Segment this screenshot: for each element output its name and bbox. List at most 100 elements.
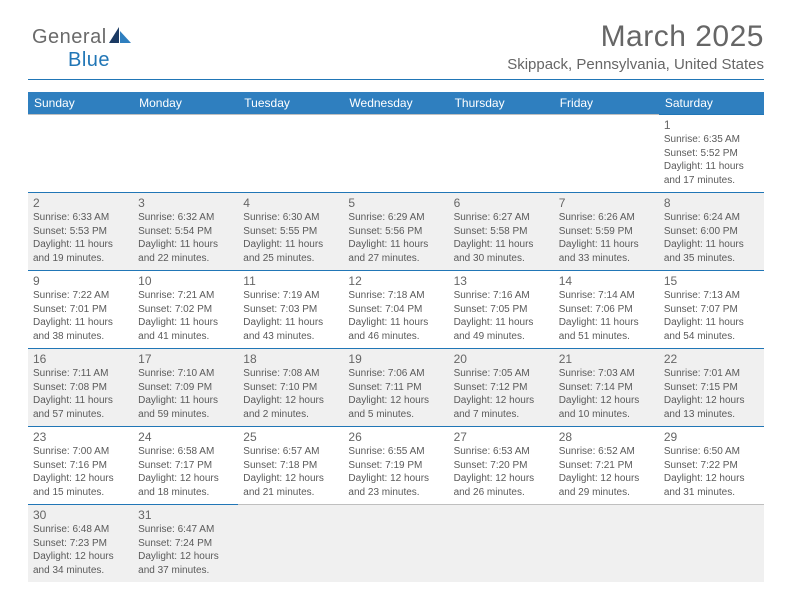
sunset-value: 5:53 PM	[70, 226, 107, 237]
sunset-line: Sunset: 6:00 PM	[664, 225, 759, 239]
column-header: Friday	[554, 92, 659, 115]
daylight-line: Daylight: 11 hours and 59 minutes.	[138, 394, 233, 421]
daylight-label: Daylight:	[138, 395, 177, 406]
sunset-line: Sunset: 7:22 PM	[664, 459, 759, 473]
sunrise-value: 7:05 AM	[493, 368, 530, 379]
sunset-line: Sunset: 5:53 PM	[33, 225, 128, 239]
sunrise-label: Sunrise:	[138, 290, 175, 301]
day-number: 31	[138, 508, 233, 522]
sunset-line: Sunset: 7:20 PM	[454, 459, 549, 473]
day-number: 28	[559, 430, 654, 444]
sunrise-line: Sunrise: 7:22 AM	[33, 289, 128, 303]
day-number: 5	[348, 196, 443, 210]
calendar-cell: 2Sunrise: 6:33 AMSunset: 5:53 PMDaylight…	[28, 193, 133, 271]
sunrise-value: 7:19 AM	[283, 290, 320, 301]
sunrise-value: 6:27 AM	[493, 212, 530, 223]
logo-text-general: General	[32, 26, 107, 48]
day-number: 15	[664, 274, 759, 288]
sunrise-label: Sunrise:	[33, 524, 70, 535]
sunrise-label: Sunrise:	[664, 134, 701, 145]
sunset-line: Sunset: 7:06 PM	[559, 303, 654, 317]
sunrise-label: Sunrise:	[664, 446, 701, 457]
sail-icon	[109, 26, 131, 49]
sunrise-label: Sunrise:	[33, 212, 70, 223]
day-number: 12	[348, 274, 443, 288]
calendar-cell: 25Sunrise: 6:57 AMSunset: 7:18 PMDayligh…	[238, 427, 343, 505]
calendar-cell-empty	[449, 505, 554, 583]
daylight-line: Daylight: 12 hours and 29 minutes.	[559, 472, 654, 499]
sunset-value: 7:20 PM	[490, 460, 527, 471]
sunset-line: Sunset: 7:16 PM	[33, 459, 128, 473]
day-info: Sunrise: 6:30 AMSunset: 5:55 PMDaylight:…	[243, 211, 338, 265]
day-number: 19	[348, 352, 443, 366]
sunset-line: Sunset: 7:24 PM	[138, 537, 233, 551]
daylight-label: Daylight:	[33, 473, 72, 484]
day-info: Sunrise: 6:35 AMSunset: 5:52 PMDaylight:…	[664, 133, 759, 187]
sunset-label: Sunset:	[454, 382, 488, 393]
calendar-cell: 28Sunrise: 6:52 AMSunset: 7:21 PMDayligh…	[554, 427, 659, 505]
sunset-value: 7:23 PM	[70, 538, 107, 549]
daylight-line: Daylight: 12 hours and 13 minutes.	[664, 394, 759, 421]
sunset-value: 5:56 PM	[385, 226, 422, 237]
day-number: 23	[33, 430, 128, 444]
sunset-value: 7:22 PM	[701, 460, 738, 471]
calendar-cell: 30Sunrise: 6:48 AMSunset: 7:23 PMDayligh…	[28, 505, 133, 583]
day-info: Sunrise: 6:26 AMSunset: 5:59 PMDaylight:…	[559, 211, 654, 265]
calendar-cell: 27Sunrise: 6:53 AMSunset: 7:20 PMDayligh…	[449, 427, 554, 505]
sunrise-value: 6:55 AM	[388, 446, 425, 457]
calendar-cell: 20Sunrise: 7:05 AMSunset: 7:12 PMDayligh…	[449, 349, 554, 427]
sunset-line: Sunset: 7:10 PM	[243, 381, 338, 395]
sunrise-label: Sunrise:	[33, 290, 70, 301]
logo: GeneralBlue	[32, 26, 131, 72]
sunset-label: Sunset:	[454, 304, 488, 315]
day-info: Sunrise: 6:27 AMSunset: 5:58 PMDaylight:…	[454, 211, 549, 265]
day-number: 20	[454, 352, 549, 366]
calendar-cell: 5Sunrise: 6:29 AMSunset: 5:56 PMDaylight…	[343, 193, 448, 271]
calendar-cell-empty	[554, 505, 659, 583]
calendar-cell: 10Sunrise: 7:21 AMSunset: 7:02 PMDayligh…	[133, 271, 238, 349]
sunrise-value: 7:10 AM	[178, 368, 215, 379]
day-info: Sunrise: 7:00 AMSunset: 7:16 PMDaylight:…	[33, 445, 128, 499]
daylight-label: Daylight:	[138, 551, 177, 562]
sunset-value: 7:18 PM	[280, 460, 317, 471]
sunset-value: 7:08 PM	[70, 382, 107, 393]
daylight-line: Daylight: 12 hours and 5 minutes.	[348, 394, 443, 421]
daylight-label: Daylight:	[348, 239, 387, 250]
daylight-line: Daylight: 11 hours and 27 minutes.	[348, 238, 443, 265]
sunset-value: 7:24 PM	[175, 538, 212, 549]
sunset-line: Sunset: 7:21 PM	[559, 459, 654, 473]
calendar-cell: 13Sunrise: 7:16 AMSunset: 7:05 PMDayligh…	[449, 271, 554, 349]
day-number: 13	[454, 274, 549, 288]
daylight-line: Daylight: 12 hours and 34 minutes.	[33, 550, 128, 577]
sunset-label: Sunset:	[138, 226, 172, 237]
sunset-line: Sunset: 7:08 PM	[33, 381, 128, 395]
calendar-cell: 23Sunrise: 7:00 AMSunset: 7:16 PMDayligh…	[28, 427, 133, 505]
sunset-line: Sunset: 7:05 PM	[454, 303, 549, 317]
daylight-label: Daylight:	[243, 317, 282, 328]
sunrise-label: Sunrise:	[243, 290, 280, 301]
daylight-label: Daylight:	[243, 395, 282, 406]
sunset-value: 7:01 PM	[70, 304, 107, 315]
calendar-cell: 1Sunrise: 6:35 AMSunset: 5:52 PMDaylight…	[659, 115, 764, 193]
sunset-label: Sunset:	[138, 460, 172, 471]
sunset-value: 7:09 PM	[175, 382, 212, 393]
sunrise-line: Sunrise: 6:30 AM	[243, 211, 338, 225]
daylight-label: Daylight:	[559, 473, 598, 484]
sunrise-value: 7:01 AM	[703, 368, 740, 379]
daylight-line: Daylight: 11 hours and 43 minutes.	[243, 316, 338, 343]
sunrise-line: Sunrise: 7:01 AM	[664, 367, 759, 381]
sunset-label: Sunset:	[138, 538, 172, 549]
day-number: 8	[664, 196, 759, 210]
sunset-value: 7:11 PM	[385, 382, 422, 393]
sunset-line: Sunset: 7:12 PM	[454, 381, 549, 395]
day-number: 9	[33, 274, 128, 288]
calendar-cell: 26Sunrise: 6:55 AMSunset: 7:19 PMDayligh…	[343, 427, 448, 505]
day-number: 22	[664, 352, 759, 366]
sunrise-label: Sunrise:	[664, 212, 701, 223]
day-info: Sunrise: 6:52 AMSunset: 7:21 PMDaylight:…	[559, 445, 654, 499]
day-info: Sunrise: 6:24 AMSunset: 6:00 PMDaylight:…	[664, 211, 759, 265]
sunset-value: 5:59 PM	[595, 226, 632, 237]
sunrise-value: 6:48 AM	[72, 524, 109, 535]
calendar-cell-empty	[238, 505, 343, 583]
calendar-cell-empty	[659, 505, 764, 583]
